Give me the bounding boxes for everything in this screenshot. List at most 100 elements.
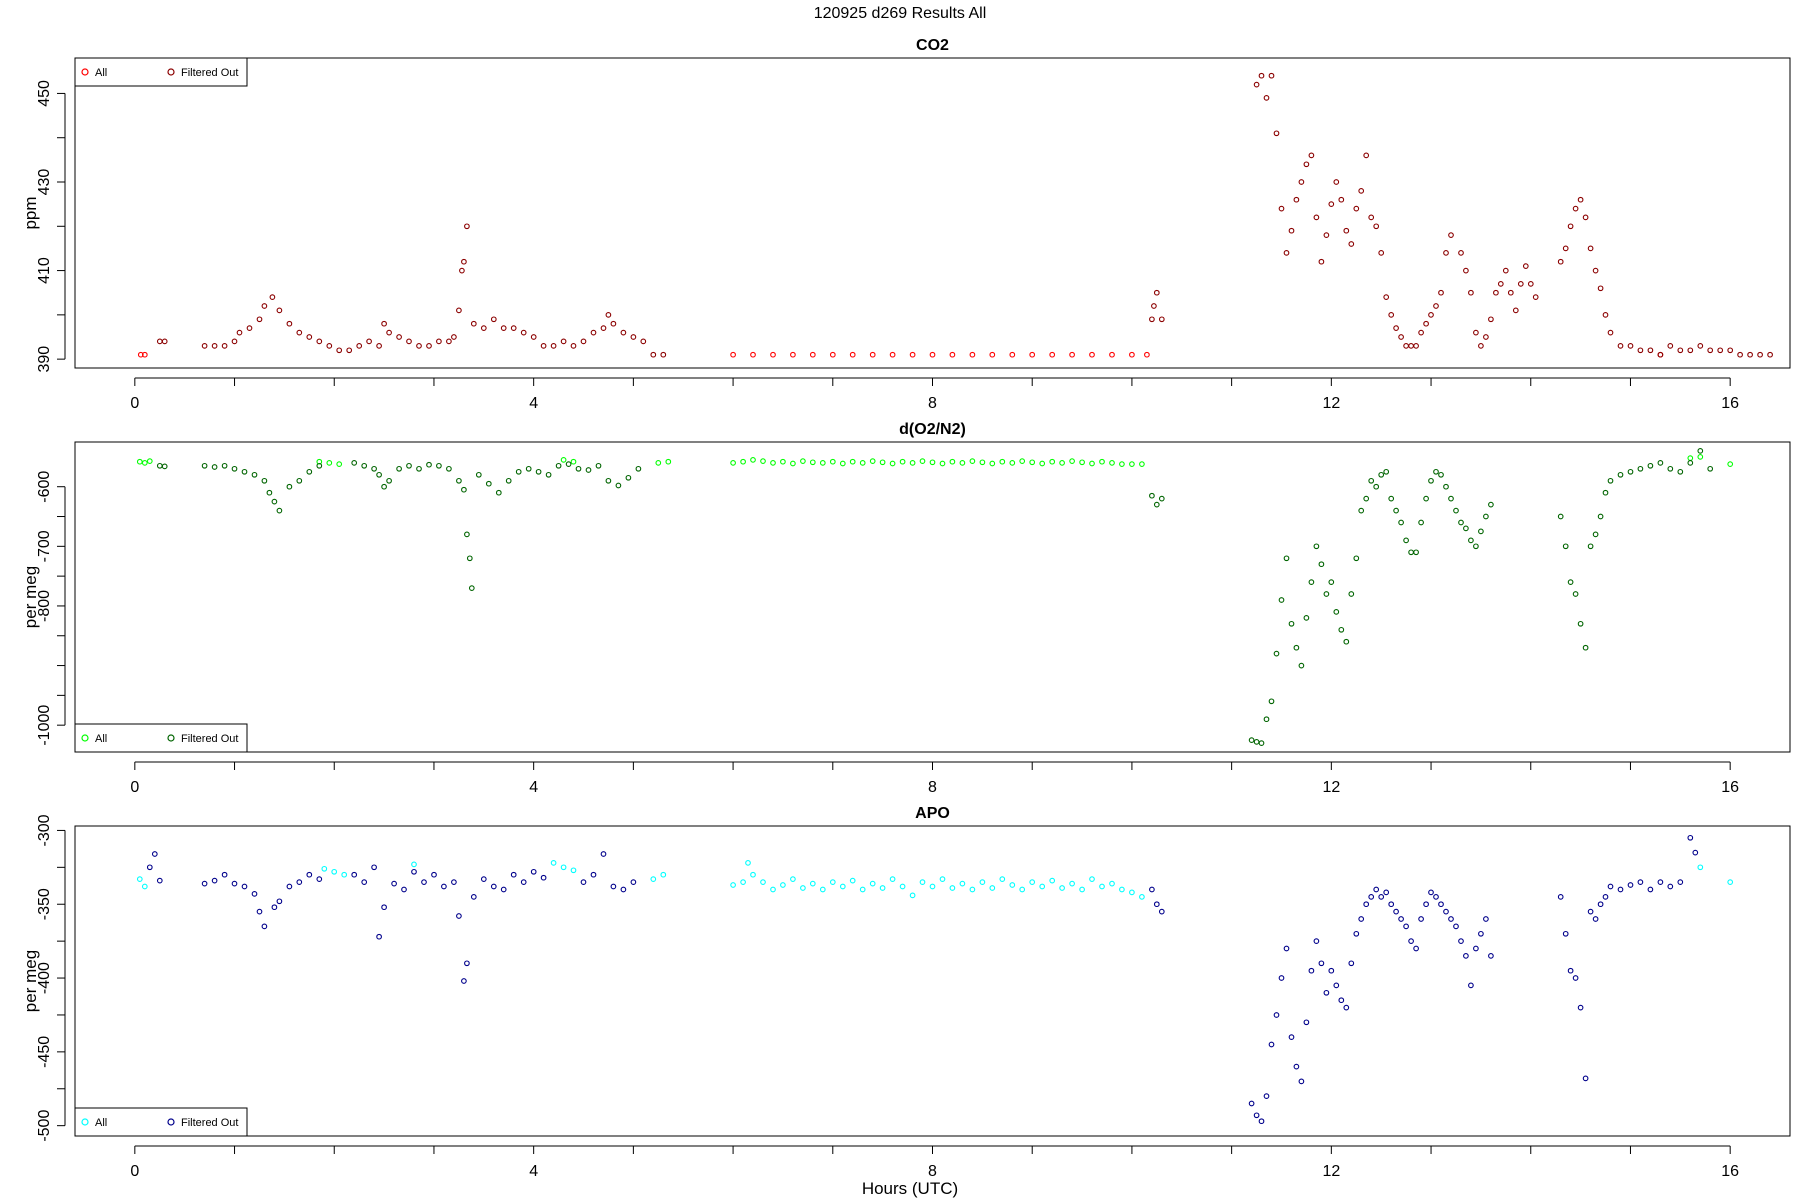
data-point bbox=[1473, 543, 1479, 550]
data-point bbox=[899, 458, 906, 465]
data-point bbox=[770, 460, 776, 466]
data-point bbox=[1627, 882, 1634, 888]
data-point bbox=[201, 343, 208, 349]
data-point bbox=[1478, 930, 1484, 937]
data-point bbox=[570, 458, 577, 465]
data-point bbox=[1448, 495, 1454, 502]
y-tick-label: -400 bbox=[36, 962, 53, 994]
data-point bbox=[480, 325, 487, 331]
data-point bbox=[550, 860, 557, 866]
data-point bbox=[1393, 507, 1399, 514]
legend-label: All bbox=[95, 733, 107, 745]
y-tick-label: -700 bbox=[36, 530, 53, 562]
data-point bbox=[1158, 495, 1165, 502]
data-point bbox=[376, 471, 382, 478]
data-point bbox=[790, 876, 796, 882]
data-point bbox=[346, 347, 353, 354]
x-tick-label: 16 bbox=[1721, 779, 1739, 796]
data-point bbox=[426, 461, 432, 468]
panel-title: APO bbox=[915, 805, 950, 822]
data-point bbox=[580, 879, 587, 885]
data-point bbox=[1273, 130, 1280, 137]
data-point bbox=[1368, 894, 1375, 900]
data-point bbox=[1517, 281, 1524, 287]
data-point bbox=[456, 477, 462, 484]
data-point bbox=[730, 882, 736, 888]
data-point bbox=[1507, 289, 1514, 296]
data-point bbox=[1009, 351, 1016, 358]
data-point bbox=[520, 329, 527, 336]
data-point bbox=[1079, 886, 1085, 893]
legend-marker bbox=[167, 734, 175, 742]
data-point bbox=[1129, 461, 1135, 467]
legend: All Filtered Out bbox=[74, 723, 248, 753]
data-point bbox=[371, 465, 377, 472]
data-point bbox=[889, 876, 896, 882]
data-point bbox=[1657, 351, 1664, 358]
data-point bbox=[231, 880, 238, 887]
data-point bbox=[1428, 477, 1434, 484]
data-point bbox=[161, 463, 168, 470]
data-point bbox=[610, 320, 617, 327]
data-point bbox=[809, 880, 816, 887]
data-point bbox=[1308, 967, 1315, 974]
data-point bbox=[999, 458, 1006, 465]
data-point bbox=[1657, 879, 1664, 885]
data-point bbox=[899, 883, 906, 890]
data-point bbox=[800, 885, 806, 891]
x-tick-label: 16 bbox=[1721, 395, 1739, 412]
data-point bbox=[1502, 267, 1509, 274]
data-point bbox=[1418, 329, 1424, 336]
data-point bbox=[919, 458, 926, 464]
data-point bbox=[341, 871, 348, 878]
data-point bbox=[386, 329, 392, 336]
data-point bbox=[1463, 953, 1469, 959]
data-point bbox=[1149, 316, 1155, 323]
data-point bbox=[1348, 241, 1355, 247]
data-point bbox=[1567, 967, 1574, 974]
plot-frame bbox=[74, 57, 1791, 369]
data-point bbox=[316, 338, 323, 345]
data-point bbox=[1592, 267, 1599, 274]
data-point bbox=[1099, 883, 1105, 890]
data-point bbox=[306, 468, 313, 475]
data-point bbox=[879, 885, 886, 891]
data-point bbox=[1353, 930, 1360, 937]
data-point bbox=[464, 223, 470, 230]
data-point bbox=[1403, 537, 1409, 544]
data-point bbox=[1029, 351, 1036, 358]
data-point bbox=[296, 879, 303, 885]
data-point bbox=[286, 320, 293, 327]
data-point bbox=[600, 851, 607, 857]
data-point bbox=[1478, 343, 1484, 349]
data-point bbox=[740, 458, 746, 465]
data-point bbox=[969, 886, 976, 893]
data-point bbox=[540, 343, 547, 349]
data-point bbox=[939, 460, 946, 467]
data-point bbox=[1468, 289, 1474, 296]
data-point bbox=[366, 338, 372, 345]
data-point bbox=[949, 351, 956, 358]
data-point bbox=[141, 351, 148, 358]
data-point bbox=[1258, 1118, 1265, 1125]
data-point bbox=[560, 338, 567, 345]
data-point bbox=[1667, 465, 1674, 472]
panels: CO2 0 4 8 12 16 390 410 430 450 ppm All Filtered Out… bbox=[21, 37, 1791, 1180]
data-point bbox=[740, 879, 746, 885]
data-point bbox=[520, 879, 527, 885]
data-point bbox=[296, 477, 303, 484]
legend-marker bbox=[81, 734, 89, 742]
data-point bbox=[1151, 303, 1157, 309]
data-point bbox=[1293, 644, 1300, 651]
data-point bbox=[251, 471, 258, 478]
series-all bbox=[136, 860, 1734, 900]
data-point bbox=[530, 334, 537, 340]
y-tick-label: 390 bbox=[36, 346, 53, 373]
data-point bbox=[1757, 351, 1763, 358]
y-axis-label: ppm bbox=[21, 196, 40, 229]
data-point bbox=[1562, 245, 1569, 252]
data-point bbox=[565, 461, 572, 467]
data-point bbox=[1592, 531, 1599, 538]
data-point bbox=[1268, 698, 1275, 705]
data-point bbox=[156, 338, 163, 345]
